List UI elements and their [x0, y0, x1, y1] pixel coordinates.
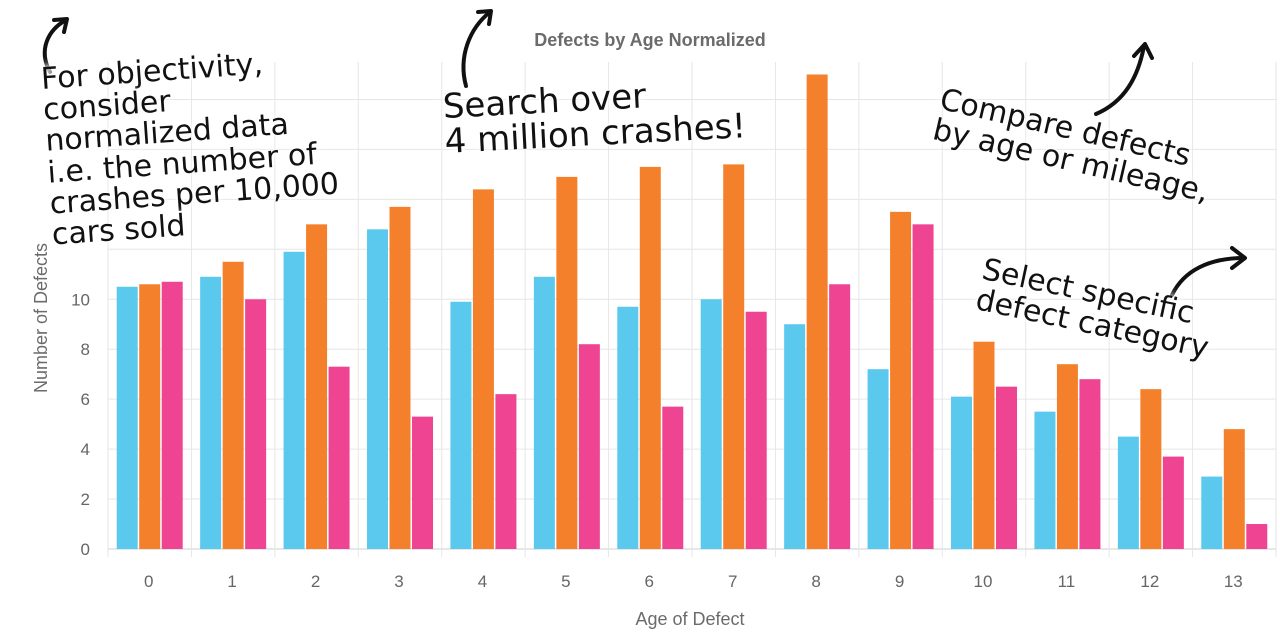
- bar-series-1-cat-2: [283, 251, 305, 550]
- x-tick-label: 13: [1224, 572, 1243, 591]
- bar-series-3-cat-6: [662, 406, 684, 549]
- bar-series-1-cat-10: [951, 396, 972, 549]
- bar-series-2-cat-10: [973, 341, 995, 549]
- bar-series-3-cat-11: [1079, 379, 1101, 549]
- bar-series-2-cat-7: [723, 164, 745, 549]
- x-tick-label: 6: [645, 572, 654, 591]
- x-tick-label: 0: [144, 572, 153, 591]
- bar-series-1-cat-1: [200, 276, 222, 549]
- bar-series-1-cat-9: [867, 369, 889, 549]
- bar-series-3-cat-13: [1246, 524, 1268, 549]
- bar-series-2-cat-0: [139, 284, 161, 549]
- arrow-title-icon: [461, 9, 493, 88]
- bar-series-1-cat-12: [1117, 436, 1139, 549]
- bar-series-2-cat-11: [1056, 364, 1078, 549]
- bar-series-3-cat-7: [745, 311, 767, 549]
- bar-series-3-cat-1: [245, 299, 267, 549]
- bar-series-2-cat-4: [472, 189, 494, 549]
- x-tick-label: 9: [895, 572, 904, 591]
- y-tick-label: 8: [81, 340, 90, 359]
- y-tick-label: 6: [81, 390, 90, 409]
- bar-series-3-cat-10: [996, 386, 1017, 549]
- y-tick-label: 2: [81, 490, 90, 509]
- bar-series-1-cat-8: [784, 324, 806, 549]
- bar-series-2-cat-12: [1140, 389, 1162, 549]
- x-tick-label: 1: [227, 572, 236, 591]
- arrow-top-right-icon: [1094, 42, 1154, 116]
- bar-series-3-cat-3: [412, 416, 433, 549]
- bar-series-3-cat-5: [578, 344, 600, 549]
- chart-bars: [116, 74, 1268, 550]
- annotation-search-crashes: Search over 4 million crashes!: [442, 74, 747, 162]
- x-tick-label: 8: [811, 572, 820, 591]
- y-axis-ticks: 0 2 4 6 8 10: [71, 290, 90, 559]
- bar-series-3-cat-0: [161, 281, 183, 549]
- bar-series-3-cat-9: [912, 224, 934, 550]
- arrow-right-icon: [1170, 246, 1247, 297]
- x-axis-ticks: 0 1 2 3 4 5 6 7 8 9 10 11 12 13: [144, 572, 1243, 591]
- bar-series-2-cat-8: [806, 74, 828, 549]
- y-tick-label: 10: [71, 290, 90, 309]
- x-axis-label: Age of Defect: [635, 609, 744, 629]
- x-tick-label: 11: [1058, 572, 1076, 591]
- annotation-normalized-data: For objectivity, consider normalized data i…: [40, 44, 342, 252]
- bar-series-2-cat-5: [556, 176, 578, 549]
- bar-series-1-cat-4: [450, 301, 472, 549]
- bar-series-1-cat-13: [1201, 476, 1223, 549]
- bar-series-2-cat-13: [1223, 429, 1245, 549]
- y-axis-label: Number of Defects: [31, 243, 51, 393]
- x-tick-label: 3: [394, 572, 403, 591]
- bar-series-1-cat-3: [367, 229, 388, 550]
- chart-title: Defects by Age Normalized: [534, 30, 765, 50]
- bar-series-1-cat-7: [700, 299, 722, 549]
- bar-series-2-cat-2: [306, 224, 328, 550]
- bar-series-3-cat-4: [495, 394, 517, 549]
- bar-series-3-cat-8: [829, 284, 851, 549]
- bar-series-3-cat-2: [328, 366, 350, 549]
- bar-series-1-cat-0: [116, 286, 138, 549]
- x-tick-label: 2: [311, 572, 320, 591]
- bar-series-3-cat-12: [1162, 456, 1184, 549]
- bar-series-1-cat-11: [1034, 411, 1056, 549]
- x-tick-label: 4: [478, 572, 487, 591]
- x-tick-label: 7: [728, 572, 737, 591]
- bar-series-2-cat-1: [222, 261, 244, 549]
- x-tick-label: 10: [974, 572, 993, 591]
- bar-series-2-cat-9: [890, 211, 912, 549]
- bar-series-2-cat-3: [389, 206, 411, 549]
- y-tick-label: 0: [81, 540, 90, 559]
- arrow-top-left-icon: [42, 17, 69, 74]
- x-tick-label: 5: [561, 572, 570, 591]
- y-tick-label: 4: [81, 440, 90, 459]
- bar-series-1-cat-5: [533, 276, 555, 549]
- bar-series-1-cat-6: [617, 306, 639, 549]
- bar-series-2-cat-6: [639, 166, 661, 549]
- x-tick-label: 12: [1140, 572, 1159, 591]
